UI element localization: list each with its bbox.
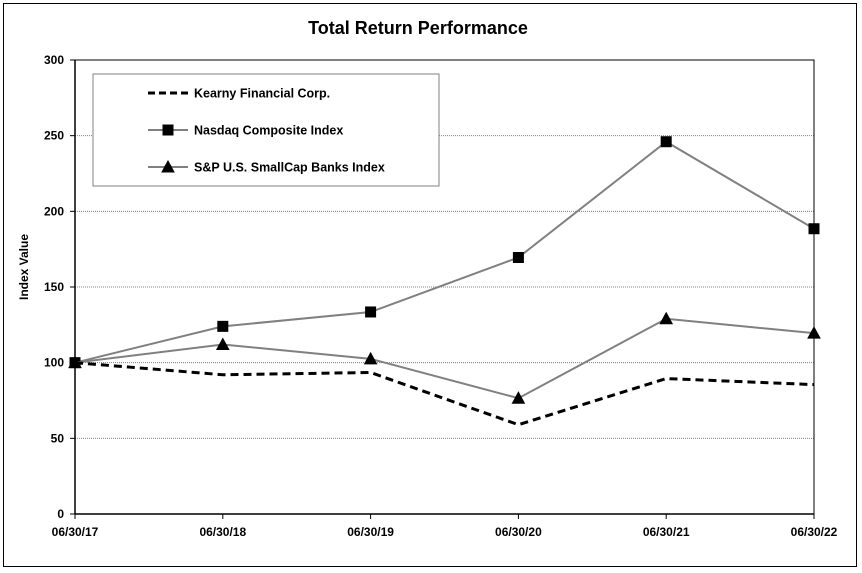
data-point xyxy=(363,351,378,365)
y-tick-label: 250 xyxy=(44,129,64,143)
legend-label: S&P U.S. SmallCap Banks Index xyxy=(194,161,385,175)
legend-entry: Nasdaq Composite Index xyxy=(148,124,343,138)
legend-marker xyxy=(162,124,174,136)
x-axis-ticks: 06/30/17 06/30/18 06/30/19 06/30/20 06/30/21… xyxy=(52,514,838,539)
x-tick-label: 06/30/21 xyxy=(643,525,690,539)
data-point xyxy=(807,326,821,339)
data-point xyxy=(659,311,674,325)
x-tick-label: 06/30/20 xyxy=(495,525,542,539)
chart-title: Total Return Performance xyxy=(308,18,528,38)
y-tick-label: 50 xyxy=(51,431,65,445)
series-line xyxy=(74,140,815,364)
y-tick-label: 200 xyxy=(44,204,64,218)
x-tick-label: 06/30/19 xyxy=(347,525,394,539)
data-point xyxy=(365,306,377,318)
data-point xyxy=(660,136,672,148)
y-axis-label: Index Value xyxy=(17,234,31,300)
data-point xyxy=(215,337,230,351)
series-line xyxy=(74,317,815,400)
y-tick-label: 100 xyxy=(44,356,64,370)
y-tick-label: 0 xyxy=(57,507,64,521)
data-point xyxy=(512,251,524,263)
x-tick-label: 06/30/17 xyxy=(52,525,99,539)
y-tick-label: 300 xyxy=(44,53,64,67)
legend-marker xyxy=(161,159,175,173)
legend-entry: S&P U.S. SmallCap Banks Index xyxy=(148,159,385,175)
y-axis-ticks: 0 50 100 150 200 250 300 xyxy=(44,53,75,521)
x-tick-label: 06/30/22 xyxy=(791,525,838,539)
y-tick-label: 150 xyxy=(44,280,64,294)
legend-label: Kearny Financial Corp. xyxy=(194,87,330,101)
legend: Kearny Financial Corp. Nasdaq Composite I… xyxy=(92,73,440,187)
data-point xyxy=(808,223,820,235)
data-point xyxy=(217,320,229,332)
plot-area xyxy=(74,59,815,515)
data-point xyxy=(511,391,526,404)
legend-entry: Kearny Financial Corp. xyxy=(148,87,330,101)
series-triangle-2 xyxy=(68,311,821,404)
series-none-0 xyxy=(74,361,815,427)
series-line xyxy=(74,361,815,427)
legend-label: Nasdaq Composite Index xyxy=(194,124,343,138)
x-tick-label: 06/30/18 xyxy=(199,525,246,539)
series-layer xyxy=(68,136,821,427)
